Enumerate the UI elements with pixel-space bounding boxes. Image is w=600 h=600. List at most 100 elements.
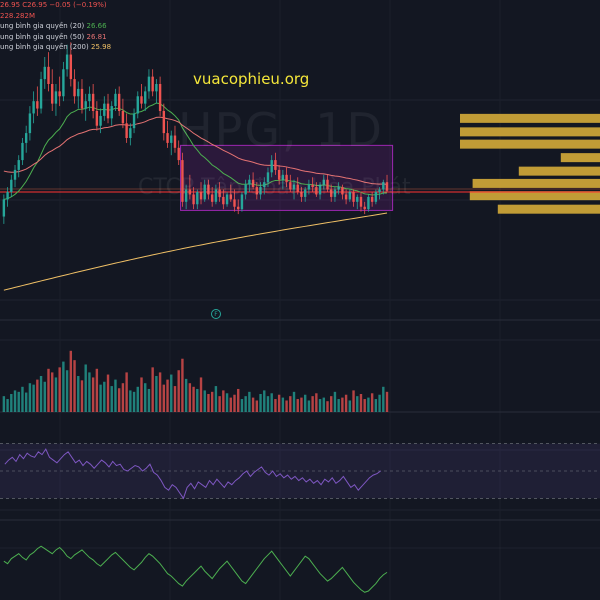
candle-body (47, 66, 50, 84)
candle-body (32, 101, 35, 114)
candle-body (110, 106, 113, 119)
candle-body (147, 76, 151, 92)
volume-bar (370, 393, 374, 412)
moving-average-lines (3, 102, 388, 291)
legend-volume-row[interactable]: 228.282M (0, 11, 111, 22)
candle-body (318, 184, 322, 195)
candle-body (106, 103, 110, 119)
volume-bar (17, 391, 20, 412)
candle-body (303, 189, 307, 197)
legend-ma50-row[interactable]: ung bình gia quyền (50) 26.81 (0, 32, 111, 43)
candle-body (129, 128, 132, 138)
volume-bar (151, 367, 154, 412)
volume-profile-bar (560, 153, 600, 163)
candle-body (214, 189, 218, 202)
volume-bar (188, 383, 192, 412)
volume-bar (155, 376, 158, 412)
volume-bar (237, 388, 240, 412)
candle-body (382, 182, 385, 190)
candle-body (13, 169, 17, 180)
horizontal-level-line[interactable] (0, 188, 600, 193)
volume-bar (99, 384, 102, 412)
volume-bar (378, 394, 381, 412)
candle-body (315, 187, 318, 195)
candle-body (121, 111, 125, 124)
volume-bar (69, 350, 73, 412)
volume-bar (341, 397, 344, 412)
volume-bar (359, 394, 363, 412)
candle-body (73, 79, 76, 97)
flag-marker[interactable]: F (211, 309, 221, 319)
volume-bar (91, 377, 95, 412)
volume-bar (166, 379, 169, 412)
candle-body (69, 54, 73, 80)
volume-bar (222, 390, 225, 412)
candle-body (374, 192, 378, 202)
volume-bar (80, 380, 84, 412)
candle-body (88, 93, 91, 102)
volume-bar (337, 399, 340, 412)
candle-body (65, 54, 69, 70)
candle-body (28, 113, 32, 134)
candle-body (166, 133, 169, 143)
volume-bar (21, 386, 24, 412)
candle-body (192, 194, 195, 205)
volume-bar (333, 391, 337, 412)
volume-bar (199, 377, 203, 412)
volume-bar (382, 386, 385, 412)
candle-body (274, 160, 277, 170)
legend-ma20-row[interactable]: ung bình gia quyền (20) 26.66 (0, 21, 111, 32)
legend-ma200-label: ung bình gia quyền (200) (0, 43, 89, 51)
candle-body (51, 84, 54, 104)
candle-body (222, 196, 225, 205)
candle-body (370, 196, 374, 202)
volume-bar (136, 386, 139, 412)
candle-body (225, 194, 229, 205)
candle-body (80, 88, 84, 109)
candle-body (158, 84, 162, 111)
volume-profile-bar (460, 139, 600, 149)
volume-bar (330, 396, 333, 412)
candle-body (117, 93, 121, 111)
volume-bar (289, 396, 292, 412)
candle-body (229, 194, 232, 200)
legend-ma50-label: ung bình gia quyền (50) (0, 32, 85, 41)
candle-body (203, 184, 206, 200)
volume-bar (95, 368, 99, 412)
volume-bar (348, 400, 352, 412)
candle-body (95, 111, 99, 126)
candle-body (144, 91, 147, 104)
volume-bar (251, 397, 255, 412)
volume-bar (121, 383, 125, 412)
oscillator-line (3, 545, 388, 593)
candle-body (348, 192, 352, 200)
volume-bar (144, 383, 147, 412)
volume-bar (233, 394, 236, 412)
volume-bar (106, 374, 110, 412)
legend-price: 26.95 C26.95 −0.05 (−0.19%) (0, 1, 107, 9)
volume-bar (13, 390, 17, 412)
volume-bar (181, 358, 184, 412)
volume-bar (274, 399, 277, 412)
volume-bar (240, 399, 244, 412)
candle-body (233, 199, 236, 207)
volume-bar (24, 392, 28, 412)
ma20-line (3, 102, 388, 200)
volume-bar (51, 372, 54, 412)
candle-body (292, 184, 296, 190)
legend-price-row[interactable]: 26.95 C26.95 −0.05 (−0.19%) (0, 0, 111, 11)
volume-bar (54, 377, 58, 412)
candle-body (244, 184, 247, 195)
candle-body (378, 189, 381, 192)
candle-body (170, 135, 173, 143)
volume-bar (170, 374, 173, 412)
volume-bar (214, 386, 218, 412)
volume-bar (315, 393, 318, 412)
volume-bar (88, 372, 91, 412)
candle-body (6, 192, 9, 200)
legend-ma200-row[interactable]: ung bình gia quyền (200) 25.98 (0, 42, 111, 53)
volume-bar (110, 386, 113, 412)
rsi-line (4, 448, 381, 500)
legend-ma50-value: 26.81 (86, 32, 107, 41)
